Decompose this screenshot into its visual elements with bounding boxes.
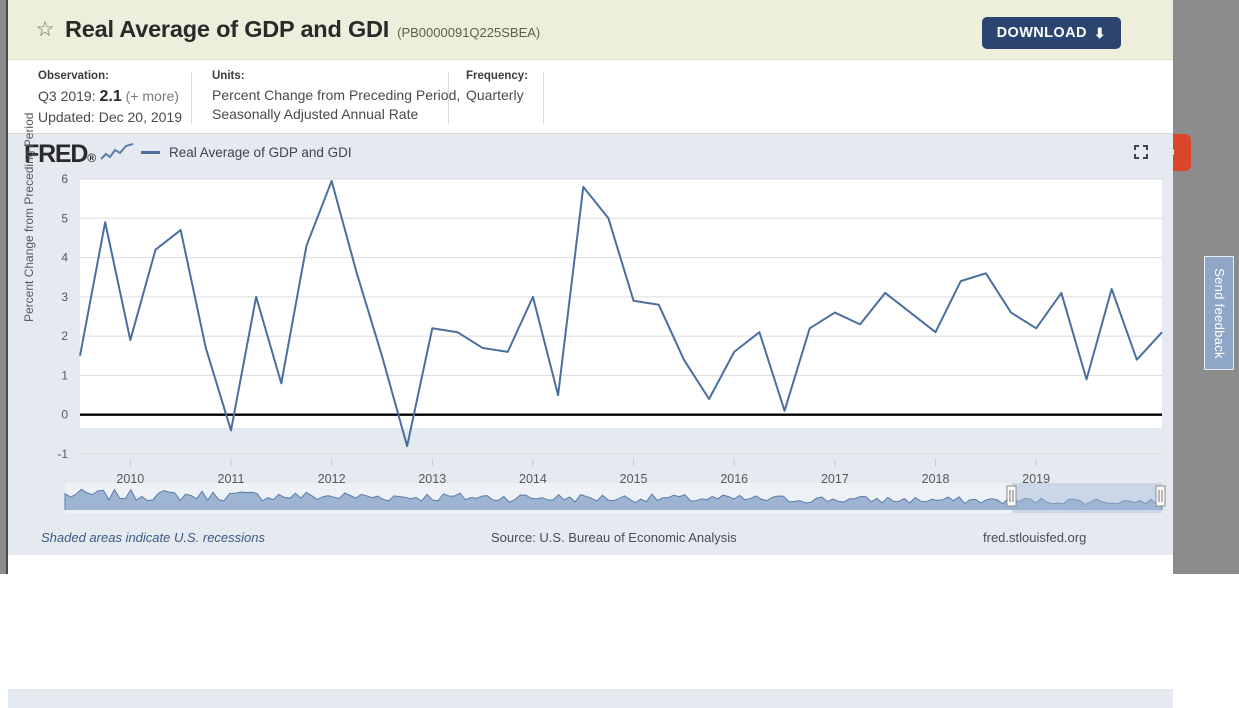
left-rail-divider [6,0,8,574]
fred-url-note: fred.stlouisfed.org [983,530,1087,545]
x-tick-label: 2010 [116,472,144,486]
y-tick-label: 3 [61,290,68,304]
star-outline-icon[interactable]: ☆ [35,18,55,41]
units-value-line1: Percent Change from Preceding Period, [212,87,461,103]
observation-label: Observation: [38,70,109,82]
x-tick-label: 2018 [922,472,950,486]
x-axis-ticks [129,459,1037,466]
x-tick-label: 2019 [1022,472,1050,486]
download-button[interactable]: DOWNLOAD ⬇ [981,17,1121,49]
fred-logo: FRED® [24,140,96,168]
download-icon: ⬇ [1093,25,1106,41]
observation-period: Q3 2019: [38,88,96,104]
fullscreen-icon[interactable] [1133,144,1149,160]
chart-header: FRED® Real Average of GDP and GDI [8,134,1173,170]
y-tick-label: -1 [57,447,68,461]
panel-bottom-strip [8,689,1173,708]
observation-block: Observation: Q3 2019: 2.1 (+ more) Updat… [38,70,182,127]
x-axis-tick-labels: 2010 2011 2012 2013 2014 2015 2016 2017 2018 2019 [116,472,1050,486]
frequency-label: Frequency: [466,70,528,82]
x-tick-label: 2013 [418,472,446,486]
range-navigator[interactable] [8,479,1173,519]
y-tick-label: 4 [61,251,68,265]
units-block: Units: Percent Change from Preceding Per… [212,70,460,125]
x-tick-label: 2014 [519,472,547,486]
meta-divider-1 [191,72,192,124]
data-series-line [79,179,1163,448]
left-rail [0,0,8,574]
frequency-value: Quarterly [466,87,524,103]
x-tick-label: 2011 [218,472,245,486]
meta-divider-2 [448,72,449,124]
x-tick-label: 2016 [720,472,748,486]
y-tick-label: 5 [61,211,68,225]
observation-more-link[interactable]: (+ more) [125,88,179,104]
series-id: (PB0000091Q225SBEA) [397,25,541,40]
send-feedback-label: Send feedback [1211,267,1227,359]
legend-color-swatch [141,151,160,154]
observation-value: 2.1 [99,88,122,105]
x-tick-label: 2017 [821,472,849,486]
navigator-selected-range[interactable] [1012,483,1162,513]
sparkline-icon [100,143,134,160]
observation-value-row: Q3 2019: 2.1 (+ more) [38,86,182,108]
plot-background [80,179,1162,428]
page-title: Real Average of GDP and GDI [65,16,390,42]
meta-bar: Observation: Q3 2019: 2.1 (+ more) Updat… [8,60,1191,171]
recessions-note: Shaded areas indicate U.S. recessions [41,530,266,545]
x-tick-label: 2015 [620,472,648,486]
x-tick-label: 2012 [318,472,346,486]
navigator-handle-right[interactable] [1155,485,1166,507]
navigator-handle-left[interactable] [1006,485,1017,507]
fred-logo-text: FRED [24,140,88,168]
units-value-line2: Seasonally Adjusted Annual Rate [212,106,419,123]
legend-series-label: Real Average of GDP and GDI [169,145,352,160]
y-tick-label: 0 [61,408,68,422]
units-label: Units: [212,70,245,82]
frequency-block: Frequency: Quarterly [466,70,528,105]
y-tick-label: 6 [61,172,68,186]
send-feedback-tab[interactable]: Send feedback [1204,256,1234,370]
meta-divider-3 [543,72,544,124]
source-note: Source: U.S. Bureau of Economic Analysis [491,530,737,545]
y-tick-label: 1 [61,368,68,382]
chart-legend: Real Average of GDP and GDI [141,145,352,160]
y-tick-label: 2 [61,329,68,343]
y-axis-tick-labels: 6 5 4 3 2 1 0 -1 [57,172,68,461]
download-button-label: DOWNLOAD [996,25,1087,41]
updated-date: Updated: Dec 20, 2019 [38,109,182,126]
title-bar: ☆ Real Average of GDP and GDI (PB0000091… [8,0,1173,60]
chart-panel: FRED® Real Average of GDP and GDI Percen… [8,113,1173,708]
page-body: ☆ Real Average of GDP and GDI (PB0000091… [8,0,1191,708]
